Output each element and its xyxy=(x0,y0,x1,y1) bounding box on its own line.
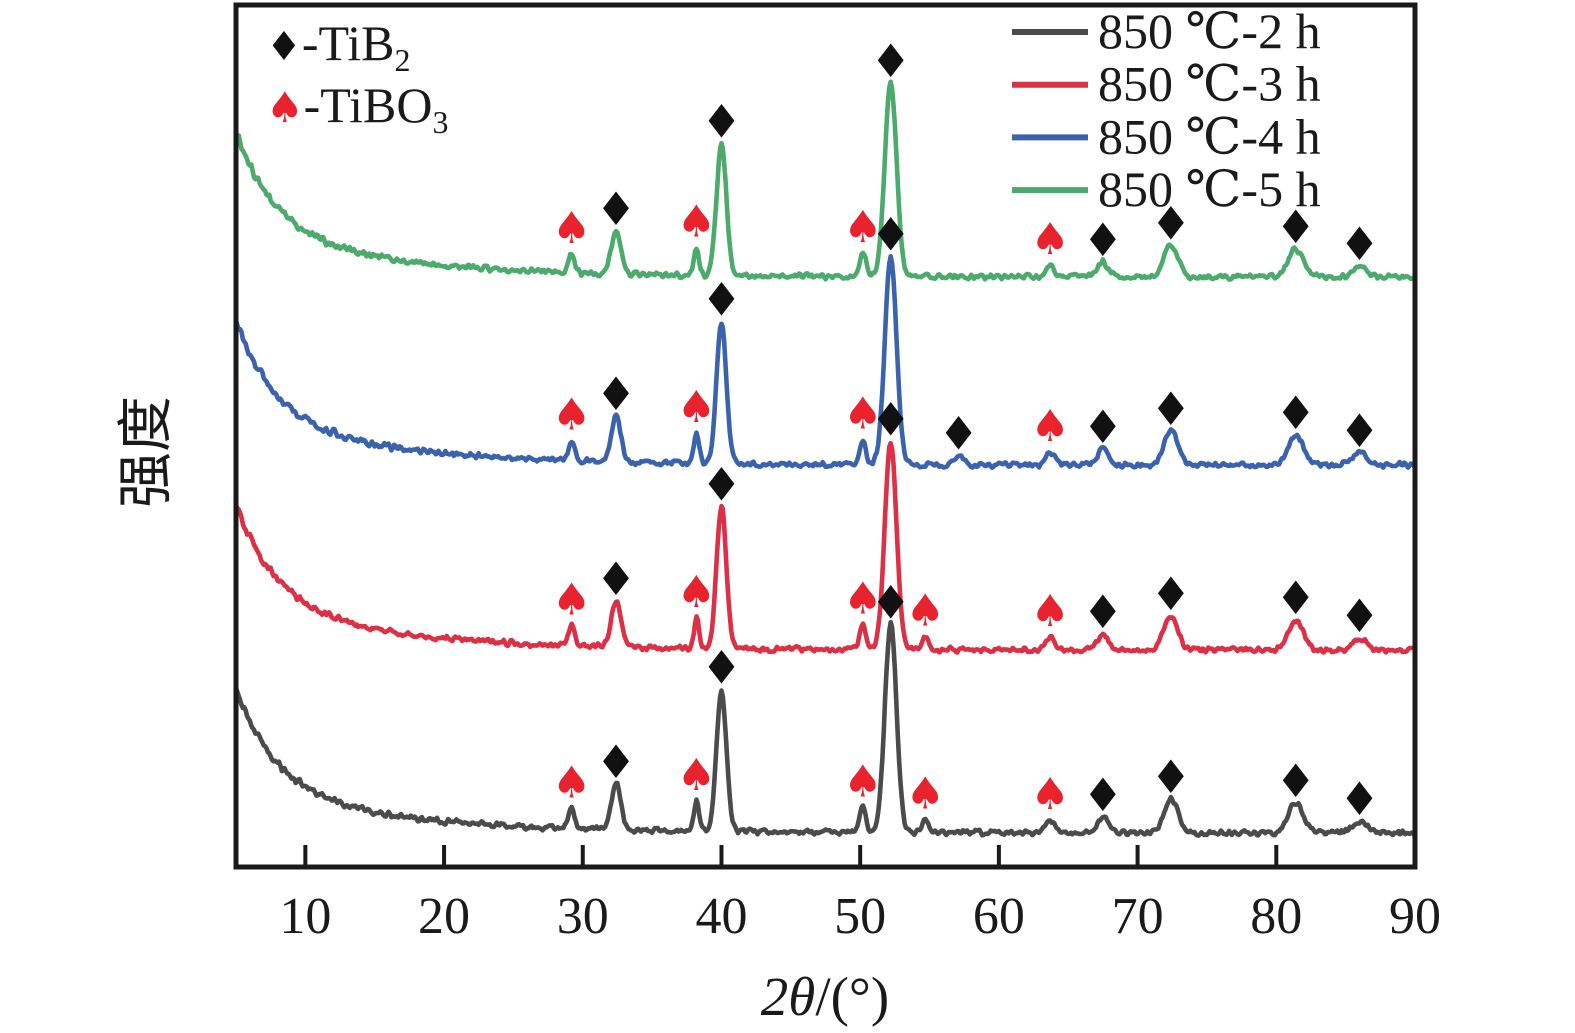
tibo3-spade-icon: ♠ xyxy=(677,196,716,247)
tib2-diamond-icon: ♦ xyxy=(1150,196,1191,250)
x-axis-tick-label-90: 90 xyxy=(1389,888,1441,945)
tibo3-spade-icon: ♠ xyxy=(677,567,716,618)
x-axis-tick-label-30: 30 xyxy=(557,888,609,945)
tibo3-spade-icon: ♠ xyxy=(906,586,945,637)
tib2-diamond-icon: ♦ xyxy=(1339,589,1380,643)
x-axis-tick-label-10: 10 xyxy=(279,888,331,945)
tib2-diamond-icon: ♦ xyxy=(1082,400,1123,454)
x-axis-tick-label-60: 60 xyxy=(973,888,1025,945)
tib2-diamond-icon: ♦ xyxy=(938,407,979,461)
tibo3-spade-icon: ♠ xyxy=(552,390,591,441)
tib2-diamond-icon: ♦ xyxy=(1082,768,1123,822)
phase-key-item-TiBO3: ♠-TiBO3 xyxy=(266,77,448,140)
legend-label-3: 850 ℃-4 h xyxy=(1098,108,1321,164)
tib2-diamond-icon: ♦ xyxy=(1339,404,1380,458)
tib2-diamond-icon: ♦ xyxy=(1150,382,1191,436)
series-curve-850-3-h xyxy=(234,441,1417,655)
tib2-diamond-icon: ♦ xyxy=(595,552,636,606)
phase-key-item-TiB2: ♦-TiB2 xyxy=(266,15,411,78)
legend-label-2: 850 ℃-3 h xyxy=(1098,56,1321,112)
tibo3-spade-icon: ♠ xyxy=(1030,214,1069,265)
x-axis-tick-label-50: 50 xyxy=(834,888,886,945)
tibo3-spade-icon: ♠ xyxy=(677,382,716,433)
series-curve-850-2-h xyxy=(234,619,1417,838)
tib2-diamond-icon: ♦ xyxy=(870,393,911,447)
tib2-diamond-icon: ♦ xyxy=(1150,567,1191,621)
tibo3-spade-icon: ♠ xyxy=(552,203,591,254)
tib2-diamond-icon: ♦ xyxy=(701,640,742,694)
tibo3-spade-icon: ♠ xyxy=(552,575,591,626)
tibo3-spade-icon: ♠ xyxy=(552,758,591,809)
tib2-diamond-icon: ♦ xyxy=(1275,200,1316,254)
series-curve-850-4-h xyxy=(234,254,1417,470)
tibo3-spade-icon: ♠ xyxy=(843,388,882,439)
tib2-diamond-icon: ♦ xyxy=(701,94,742,148)
tibo3-spade-icon: ♠ xyxy=(1030,769,1069,820)
series-curve-850-5-h xyxy=(234,79,1417,282)
x-axis-title: 2θ/(°) xyxy=(761,966,889,1027)
tibo3-spade-icon: ♠ xyxy=(843,202,882,253)
legend-label-1: 850 ℃-2 h xyxy=(1098,3,1321,59)
tibo3-spade-icon: ♠ xyxy=(1030,401,1069,452)
tibo3-spade-icon: ♠ xyxy=(677,750,716,801)
tib2-diamond-icon: ♦ xyxy=(1275,754,1316,808)
tib2-diamond-icon: ♦ xyxy=(870,34,911,88)
y-axis-title: 强度 xyxy=(116,396,178,508)
tib2-diamond-icon: ♦ xyxy=(870,576,911,630)
tibo3-spade-icon: ♠ xyxy=(1030,586,1069,637)
tib2-diamond-icon: ♦ xyxy=(1339,217,1380,271)
tib2-diamond-icon: ♦ xyxy=(595,182,636,236)
plot-border xyxy=(233,2,1418,870)
tib2-diamond-icon: ♦ xyxy=(595,367,636,421)
tib2-diamond-icon: ♦ xyxy=(1275,571,1316,625)
tib2-diamond-icon: ♦ xyxy=(701,457,742,511)
tib2-diamond-icon: ♦ xyxy=(1275,386,1316,440)
x-axis-tick-label-80: 80 xyxy=(1250,888,1302,945)
tib2-diamond-icon: ♦ xyxy=(1150,750,1191,804)
tib2-diamond-icon: ♦ xyxy=(1339,772,1380,826)
tib2-diamond-icon: ♦ xyxy=(870,208,911,262)
tibo3-spade-icon: ♠ xyxy=(843,573,882,624)
x-axis-tick-label-20: 20 xyxy=(418,888,470,945)
x-axis-tick-label-40: 40 xyxy=(695,888,747,945)
x-axis-tick-label-70: 70 xyxy=(1112,888,1164,945)
tibo3-spade-icon: ♠ xyxy=(843,756,882,807)
tib2-diamond-icon: ♦ xyxy=(701,272,742,326)
tibo3-spade-icon: ♠ xyxy=(906,769,945,820)
legend-label-4: 850 ℃-5 h xyxy=(1098,161,1321,217)
tib2-diamond-icon: ♦ xyxy=(1082,585,1123,639)
tib2-diamond-icon: ♦ xyxy=(1082,213,1123,267)
tib2-diamond-icon: ♦ xyxy=(595,735,636,789)
